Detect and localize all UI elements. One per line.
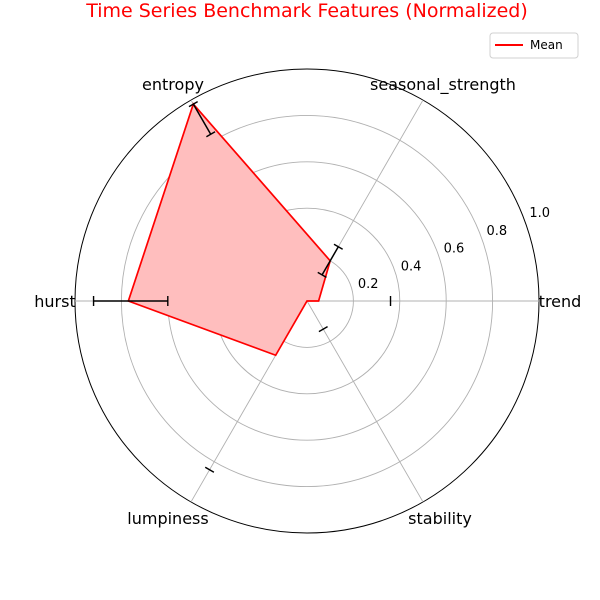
- axis-label-entropy: entropy: [142, 75, 204, 94]
- error-cap-low-entropy: [206, 131, 216, 138]
- legend-box: [489, 32, 579, 59]
- radial-tick-labels: 0.2 0.4 0.6 0.8 1.0: [358, 206, 550, 292]
- spoke-stability: [306, 300, 424, 503]
- error-bars: [92, 100, 392, 473]
- axis-label-hurst: hurst: [34, 292, 75, 311]
- error-cap-low-seasonal_strength: [317, 271, 327, 278]
- radial-tick-label: 0.4: [401, 259, 422, 274]
- error-cap-stability: [318, 326, 328, 333]
- series-fill-mean: [128, 104, 331, 356]
- axis-label-trend: trend: [539, 292, 582, 311]
- error-cap-high-entropy: [188, 100, 199, 108]
- axis-label-lumpiness: lumpiness: [127, 509, 208, 528]
- axis-label-seasonal_strength: seasonal_strength: [370, 75, 516, 95]
- radial-tick-label: 0.2: [358, 277, 379, 292]
- error-bar-entropy: [192, 103, 212, 135]
- error-cap-high-seasonal_strength: [333, 243, 344, 250]
- radial-tick-label: 0.6: [444, 242, 465, 257]
- radial-tick-label: 0.8: [486, 224, 507, 239]
- axis-labels: trend seasonal_strength entropy hurst lumpin…: [34, 75, 581, 528]
- chart-title: Time Series Benchmark Features (Normaliz…: [85, 0, 528, 22]
- legend-label-mean: Mean: [530, 38, 563, 52]
- error-bar-seasonal_strength: [321, 246, 339, 276]
- radial-tick-label: 1.0: [529, 206, 550, 221]
- error-cap-lumpiness: [204, 466, 215, 473]
- axis-label-stability: stability: [408, 509, 472, 528]
- series-layer: [127, 102, 332, 357]
- legend: Mean: [489, 32, 579, 59]
